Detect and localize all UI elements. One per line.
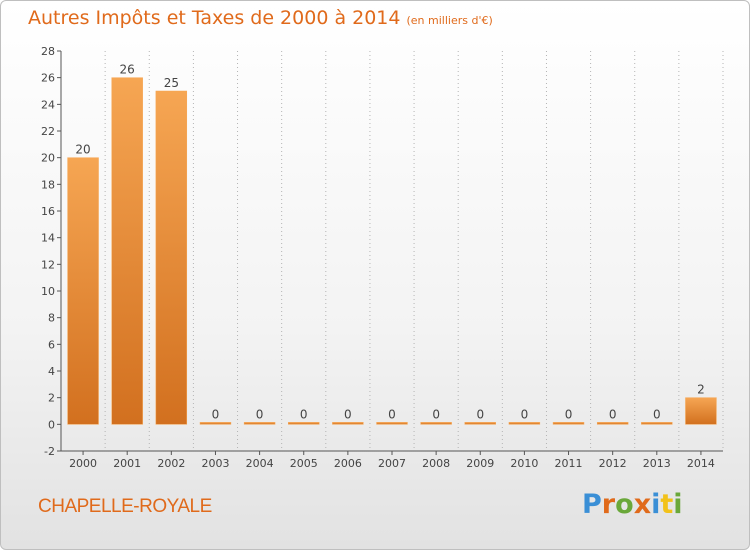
x-tick-label: 2007 bbox=[378, 457, 406, 470]
bar bbox=[685, 397, 717, 425]
y-tick-label: 0 bbox=[48, 418, 55, 431]
bar bbox=[332, 422, 364, 425]
logo-letter: P bbox=[582, 489, 602, 520]
y-tick-label: 12 bbox=[41, 258, 55, 271]
proxiti-logo: Proxiti bbox=[582, 489, 683, 520]
bar-value-label: 0 bbox=[432, 407, 440, 421]
bar-value-label: 0 bbox=[565, 407, 573, 421]
title-text: Autres Impôts et Taxes de 2000 à 2014 bbox=[28, 7, 401, 29]
y-tick-label: 2 bbox=[48, 392, 55, 405]
bar-value-label: 0 bbox=[344, 407, 352, 421]
y-tick-label: -2 bbox=[44, 445, 55, 458]
x-tick-label: 2010 bbox=[510, 457, 538, 470]
bar-value-label: 0 bbox=[256, 407, 264, 421]
bar bbox=[376, 422, 408, 425]
y-tick-label: 22 bbox=[41, 125, 55, 138]
bar-value-label: 2 bbox=[697, 383, 705, 397]
bar bbox=[596, 422, 629, 425]
bar-value-label: 20 bbox=[75, 143, 90, 157]
y-tick-label: 28 bbox=[41, 45, 55, 58]
bar bbox=[111, 77, 143, 425]
bar bbox=[552, 422, 585, 425]
bar-value-label: 26 bbox=[120, 63, 135, 77]
bar bbox=[508, 422, 541, 425]
bar-value-label: 0 bbox=[300, 407, 308, 421]
bar bbox=[288, 422, 320, 425]
x-tick-label: 2000 bbox=[69, 457, 97, 470]
x-tick-label: 2014 bbox=[687, 457, 715, 470]
bar-value-label: 0 bbox=[476, 407, 484, 421]
x-tick-label: 2013 bbox=[643, 457, 671, 470]
logo-letter: i bbox=[651, 489, 661, 520]
x-tick-label: 2011 bbox=[555, 457, 583, 470]
x-tick-label: 2001 bbox=[113, 457, 141, 470]
x-tick-label: 2004 bbox=[246, 457, 274, 470]
x-tick-label: 2009 bbox=[466, 457, 494, 470]
y-tick-label: 4 bbox=[48, 365, 55, 378]
chart-title: Autres Impôts et Taxes de 2000 à 2014 (en… bbox=[28, 7, 493, 29]
bar bbox=[67, 157, 99, 425]
bar bbox=[199, 422, 232, 425]
y-tick-label: 16 bbox=[41, 205, 55, 218]
y-tick-label: 24 bbox=[41, 98, 55, 111]
x-tick-label: 2002 bbox=[157, 457, 185, 470]
bar bbox=[155, 90, 188, 425]
bar-value-label: 0 bbox=[388, 407, 396, 421]
bar bbox=[641, 422, 673, 425]
bar-value-label: 0 bbox=[521, 407, 529, 421]
logo-letter: o bbox=[615, 489, 634, 520]
y-tick-label: 20 bbox=[41, 152, 55, 165]
y-tick-label: 10 bbox=[41, 285, 55, 298]
y-tick-label: 26 bbox=[41, 72, 55, 85]
x-tick-label: 2005 bbox=[290, 457, 318, 470]
commune-name: CHAPELLE-ROYALE bbox=[38, 496, 212, 517]
y-tick-label: 6 bbox=[48, 338, 55, 351]
logo-letter: t bbox=[660, 489, 674, 520]
bar-value-label: 0 bbox=[653, 407, 661, 421]
x-tick-label: 2003 bbox=[201, 457, 229, 470]
logo-letter: x bbox=[633, 489, 652, 520]
x-tick-label: 2006 bbox=[334, 457, 362, 470]
bar bbox=[243, 422, 276, 425]
logo-letter: r bbox=[601, 489, 616, 520]
logo-letter: i bbox=[673, 489, 683, 520]
bar-value-label: 0 bbox=[212, 407, 220, 421]
x-tick-label: 2008 bbox=[422, 457, 450, 470]
y-tick-label: 8 bbox=[48, 312, 55, 325]
bar bbox=[464, 422, 496, 425]
unit-note: (en milliers d'€) bbox=[406, 14, 493, 27]
y-tick-label: 14 bbox=[41, 232, 55, 245]
bar-value-label: 0 bbox=[609, 407, 617, 421]
x-tick-label: 2012 bbox=[599, 457, 627, 470]
bar bbox=[420, 422, 452, 425]
bar-value-label: 25 bbox=[164, 76, 179, 90]
y-tick-label: 18 bbox=[41, 178, 55, 191]
